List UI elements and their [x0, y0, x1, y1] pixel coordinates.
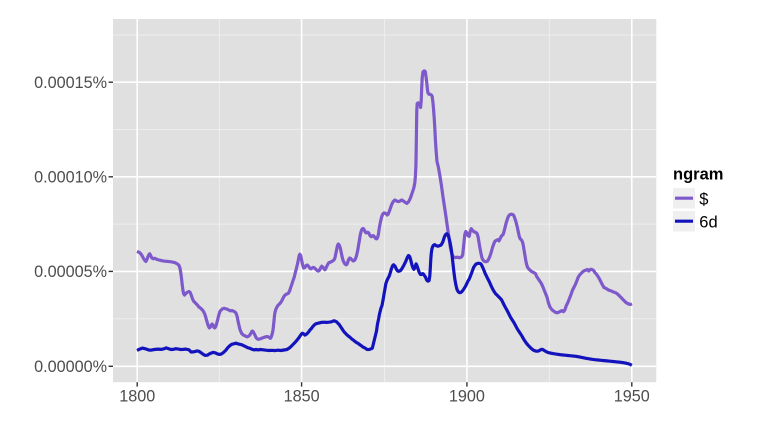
- svg-text:0.00005%: 0.00005%: [34, 263, 107, 281]
- svg-text:ngram: ngram: [673, 166, 723, 184]
- svg-text:1850: 1850: [284, 388, 320, 406]
- svg-text:1900: 1900: [449, 388, 485, 406]
- svg-text:0.00010%: 0.00010%: [34, 169, 107, 187]
- svg-text:0.00015%: 0.00015%: [34, 74, 107, 92]
- svg-text:0.00000%: 0.00000%: [34, 358, 107, 376]
- svg-text:6d: 6d: [699, 213, 717, 231]
- svg-text:$: $: [699, 191, 708, 209]
- svg-text:1800: 1800: [119, 388, 155, 406]
- svg-text:1950: 1950: [614, 388, 650, 406]
